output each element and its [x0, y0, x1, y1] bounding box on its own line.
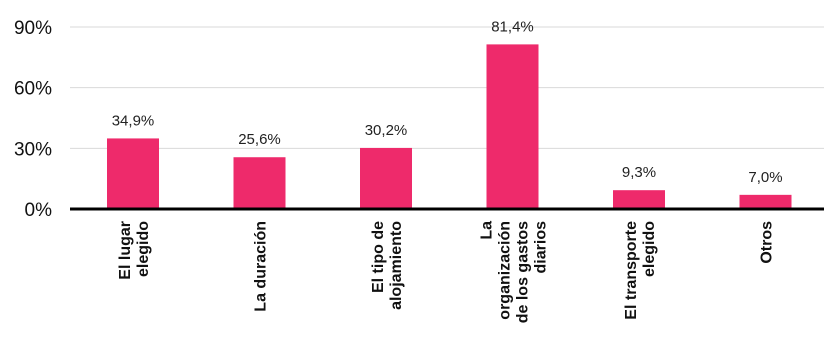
y-axis-tick-labels: 0% 30% 60% 90% — [14, 18, 52, 221]
category-label-line: organización — [497, 221, 514, 320]
bar — [233, 157, 286, 209]
category-label-line: elegido — [135, 221, 152, 277]
data-label: 7,0% — [748, 169, 782, 186]
y-tick-label: 30% — [14, 139, 52, 160]
bar — [360, 147, 412, 209]
category-label: El tipo de alojamiento — [370, 221, 405, 310]
category-label: La organización de los gastos diarios — [479, 221, 550, 323]
y-tick-label: 60% — [14, 79, 52, 100]
category-label: El transporte elegido — [623, 221, 658, 320]
category-label-line: La — [479, 221, 496, 240]
bar — [486, 44, 539, 209]
bar — [107, 138, 159, 209]
category-label-line: El tipo de — [370, 221, 387, 293]
category-labels: El lugar elegido La duración El tipo de aloj… — [117, 221, 776, 323]
bars — [107, 44, 792, 209]
category-label-line: El lugar — [117, 221, 134, 280]
grid-lines — [70, 26, 824, 149]
y-tick-label: 0% — [25, 200, 53, 221]
category-label: La duración — [253, 221, 270, 312]
category-label: Otros — [759, 221, 776, 264]
category-label-line: elegido — [641, 221, 658, 277]
data-label: 81,4% — [491, 18, 534, 35]
category-label-line: alojamiento — [388, 221, 405, 310]
bar — [613, 190, 665, 209]
data-label: 25,6% — [238, 131, 281, 148]
category-label: El lugar elegido — [117, 221, 152, 280]
data-label: 34,9% — [112, 112, 155, 129]
bar — [739, 194, 792, 209]
category-label-line: de los gastos — [515, 221, 532, 323]
category-label-line: diarios — [533, 221, 550, 274]
data-label: 30,2% — [365, 122, 408, 139]
y-tick-label: 90% — [14, 18, 52, 39]
data-labels: 34,9% 25,6% 30,2% 81,4% 9,3% 7,0% — [112, 18, 783, 185]
category-label-line: La duración — [253, 221, 270, 312]
data-label: 9,3% — [622, 164, 656, 181]
category-label-line: Otros — [759, 221, 776, 264]
category-label-line: El transporte — [623, 221, 640, 320]
